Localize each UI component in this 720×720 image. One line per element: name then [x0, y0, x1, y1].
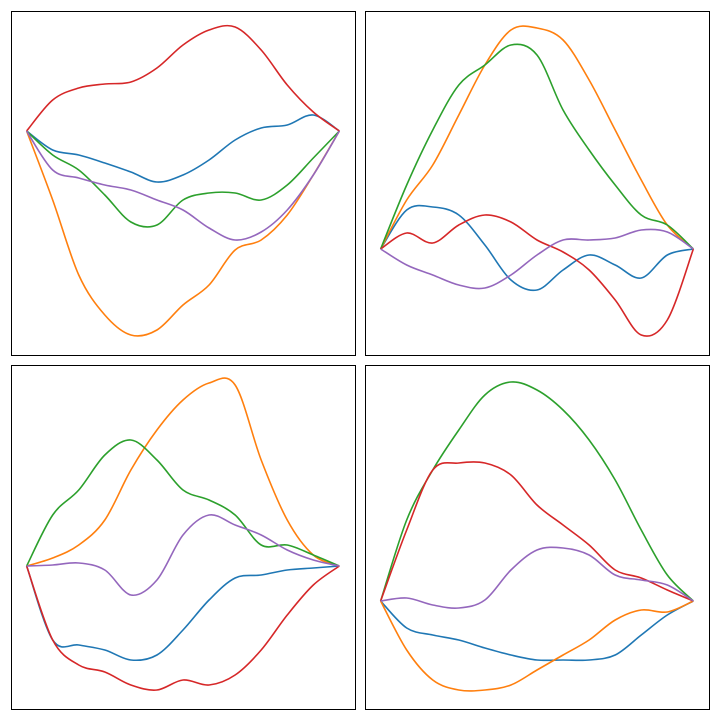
data-line	[25, 565, 340, 691]
data-line	[380, 600, 694, 662]
axes-frame	[365, 365, 710, 710]
data-line	[26, 514, 340, 597]
data-line	[379, 43, 694, 250]
axes-frame	[11, 365, 356, 710]
data-line	[25, 439, 340, 567]
data-line	[379, 25, 694, 250]
data-line	[26, 24, 340, 132]
data-line	[25, 130, 341, 337]
data-line	[380, 228, 694, 290]
data-line	[25, 130, 341, 241]
data-line	[26, 130, 340, 228]
data-line	[380, 546, 694, 609]
data-line	[26, 377, 340, 567]
axes-frame	[11, 11, 356, 356]
data-line	[380, 214, 695, 337]
data-line	[379, 600, 694, 692]
axes-frame	[365, 11, 710, 356]
data-line	[379, 461, 694, 602]
data-line	[25, 565, 340, 662]
data-line	[379, 204, 694, 292]
data-line	[379, 381, 694, 602]
data-line	[26, 114, 340, 183]
